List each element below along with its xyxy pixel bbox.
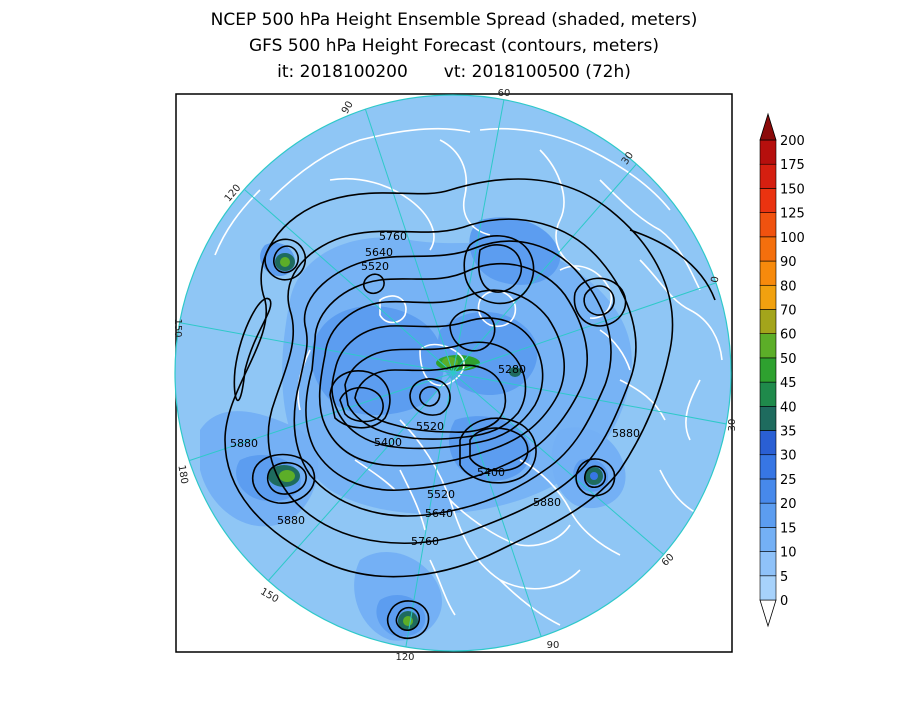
colorbar-swatch: [759, 212, 777, 238]
contour-label: 5760: [411, 535, 439, 548]
height-contours: [224, 178, 716, 639]
contour-label: 5880: [533, 496, 561, 509]
contour-label: 5520: [416, 420, 444, 433]
longitude-label: 60: [498, 88, 511, 99]
colorbar-swatch: [759, 357, 777, 383]
colorbar-swatch: [759, 454, 777, 480]
colorbar-tick-label: 200: [780, 134, 805, 149]
colorbar-tick-label: 175: [780, 158, 805, 173]
contour-label: 5280: [498, 363, 526, 376]
colorbar: 0 5 10 15 20 25 30 35 40 45 50 60 70 80 90 100 125 150 175…: [759, 112, 805, 628]
contour-label: 5400: [374, 436, 402, 449]
colorbar-tick-label: 45: [780, 376, 797, 391]
longitude-label: 0: [710, 275, 722, 283]
colorbar-swatch: [759, 502, 777, 528]
colorbar-tick-label: 25: [780, 473, 797, 488]
contour-label: 5880: [230, 437, 258, 450]
colorbar-tick-label: 60: [780, 328, 797, 343]
colorbar-tick-label: 20: [780, 497, 797, 512]
colorbar-swatch: [759, 139, 777, 165]
colorbar-swatch: [759, 284, 777, 310]
colorbar-swatch: [759, 309, 777, 334]
contour-label: 5640: [425, 507, 453, 520]
contour-label: 5400: [477, 466, 505, 479]
meridians: [175, 95, 731, 651]
colorbar-tick-label: 40: [780, 400, 797, 415]
longitude-label: 120: [395, 652, 414, 663]
longitude-label: 150: [172, 318, 183, 337]
valid-time: vt: 2018100500 (72h): [443, 62, 631, 82]
colorbar-swatch: [759, 551, 777, 577]
colorbar-tick-label: 70: [780, 303, 797, 318]
colorbar-tick-label: 100: [780, 231, 805, 246]
contour-label: 5880: [612, 427, 640, 440]
title-line-1: NCEP 500 hPa Height Ensemble Spread (sha…: [210, 10, 698, 30]
colorbar-tick-label: 125: [780, 207, 805, 222]
longitude-label: 30: [727, 419, 738, 432]
colorbar-swatch: [759, 430, 777, 456]
colorbar-tick-label: 10: [780, 546, 797, 561]
colorbar-max-arrow: [759, 112, 777, 141]
colorbar-swatch: [759, 381, 777, 407]
longitude-label: 90: [547, 640, 560, 651]
colorbar-tick-label: 80: [780, 279, 797, 294]
disc-outline: [174, 94, 732, 652]
colorbar-tick-label: 5: [780, 570, 788, 585]
contour-label: 5640: [365, 246, 393, 259]
colorbar-swatch: [759, 163, 777, 189]
colorbar-tick-label: 30: [780, 449, 797, 464]
contour-label: 5880: [277, 514, 305, 527]
colorbar-swatch: [759, 260, 777, 286]
colorbar-swatch: [759, 236, 777, 262]
polar-disc: [175, 95, 731, 651]
colorbar-tick-label: 50: [780, 352, 797, 367]
colorbar-tick-label: 35: [780, 425, 797, 440]
longitude-label: 180: [175, 464, 189, 485]
colorbar-swatch: [759, 478, 777, 504]
colorbar-swatch: [759, 527, 777, 552]
contour-label: 5520: [427, 488, 455, 501]
contour-label-group: 5760564055205280552054005400588058805880…: [230, 230, 640, 548]
colorbar-tick-label: 150: [780, 182, 805, 197]
title-line-2: GFS 500 hPa Height Forecast (contours, m…: [249, 36, 659, 56]
colorbar-swatch: [759, 333, 777, 359]
colorbar-tick-label: 90: [780, 255, 797, 270]
title-line-3: it: 2018100200 vt: 2018100500 (72h): [0, 62, 908, 82]
colorbar-tick-label: 15: [780, 521, 797, 536]
contour-label: 5760: [379, 230, 407, 243]
colorbar-swatch: [759, 406, 777, 431]
colorbar-min-arrow: [759, 599, 777, 628]
init-time: it: 2018100200: [277, 62, 408, 82]
coastlines: [214, 127, 723, 626]
colorbar-tick-label: 0: [780, 594, 788, 609]
colorbar-swatch: [759, 188, 777, 213]
colorbar-swatch: [759, 575, 777, 601]
contour-label: 5520: [361, 260, 389, 273]
